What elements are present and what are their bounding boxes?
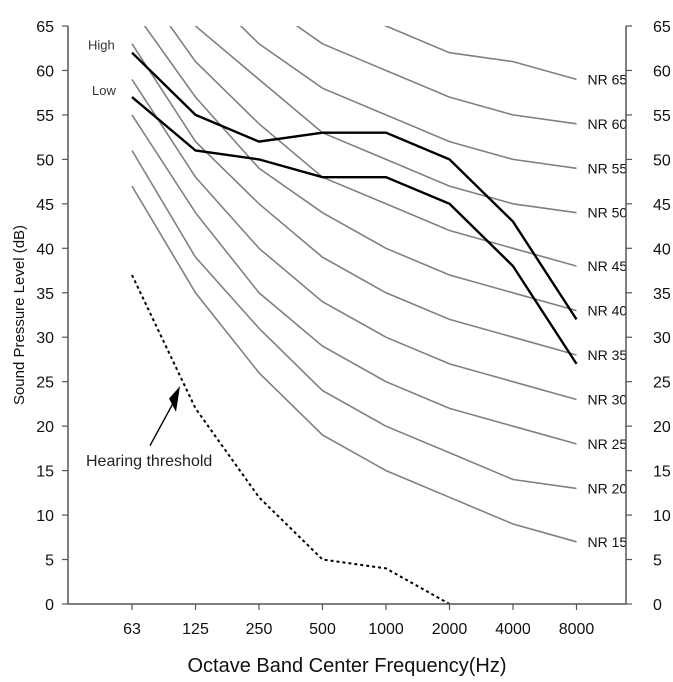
y-tick-label-left: 60 — [36, 63, 54, 80]
y-tick-label-right: 35 — [653, 286, 671, 303]
y-tick-label-right: 15 — [653, 464, 671, 481]
nr-label-nr-65: NR 65 — [588, 71, 628, 87]
nr-curve-nr-40 — [132, 8, 577, 310]
y-tick-label-right: 10 — [653, 508, 671, 525]
nr-label-nr-25: NR 25 — [588, 436, 628, 452]
x-tick-label-4000: 4000 — [495, 621, 531, 638]
series-label-high: High — [88, 38, 115, 53]
nr-label-nr-50: NR 50 — [588, 205, 628, 221]
y-tick-label-left: 0 — [45, 597, 54, 614]
x-tick-label-250: 250 — [246, 621, 273, 638]
y-tick-label-right: 65 — [653, 19, 671, 36]
y-tick-label-left: 40 — [36, 241, 54, 258]
series-line-high — [132, 53, 577, 320]
nr-curve-nr-30 — [132, 79, 577, 399]
nr-label-nr-60: NR 60 — [588, 116, 628, 132]
hearing-threshold-label: Hearing threshold — [86, 453, 212, 470]
y-tick-label-right: 45 — [653, 197, 671, 214]
nr-curve-nr-55 — [132, 0, 577, 168]
y-tick-label-left: 65 — [36, 19, 54, 36]
y-tick-label-right: 40 — [653, 241, 671, 258]
nr-label-nr-35: NR 35 — [588, 347, 628, 363]
x-tick-label-2000: 2000 — [432, 621, 468, 638]
y-tick-label-left: 35 — [36, 286, 54, 303]
nr-label-nr-40: NR 40 — [588, 303, 628, 319]
y-axis-title: Sound Pressure Level (dB) — [11, 225, 28, 405]
y-tick-label-right: 55 — [653, 108, 671, 125]
nr-label-nr-55: NR 55 — [588, 160, 628, 176]
y-tick-label-right: 50 — [653, 152, 671, 169]
nr-curve-nr-25 — [132, 115, 577, 444]
y-tick-label-left: 45 — [36, 197, 54, 214]
y-tick-label-left: 15 — [36, 464, 54, 481]
y-tick-label-right: 25 — [653, 375, 671, 392]
nr-label-nr-45: NR 45 — [588, 258, 628, 274]
y-tick-label-right: 60 — [653, 63, 671, 80]
nr-curve-nr-35 — [132, 44, 577, 355]
y-tick-label-left: 5 — [45, 553, 54, 570]
y-tick-label-right: 0 — [653, 597, 662, 614]
x-tick-label-125: 125 — [182, 621, 209, 638]
x-axis-title: Octave Band Center Frequency(Hz) — [187, 655, 506, 677]
nr-label-nr-30: NR 30 — [588, 391, 628, 407]
y-tick-label-left: 25 — [36, 375, 54, 392]
y-tick-label-left: 10 — [36, 508, 54, 525]
x-tick-label-500: 500 — [309, 621, 336, 638]
x-tick-label-63: 63 — [123, 621, 141, 638]
y-tick-label-right: 5 — [653, 553, 662, 570]
x-tick-label-8000: 8000 — [559, 621, 595, 638]
nr-curve-nr-65 — [132, 0, 577, 79]
x-tick-label-1000: 1000 — [368, 621, 404, 638]
y-tick-label-right: 30 — [653, 330, 671, 347]
y-tick-label-left: 20 — [36, 419, 54, 436]
series-label-low: Low — [92, 83, 116, 98]
nr-label-nr-15: NR 15 — [588, 534, 628, 550]
hearing-threshold-line — [132, 275, 450, 604]
y-tick-label-left: 30 — [36, 330, 54, 347]
y-tick-label-right: 20 — [653, 419, 671, 436]
y-tick-label-left: 55 — [36, 108, 54, 125]
nr-label-nr-20: NR 20 — [588, 480, 628, 496]
y-tick-label-left: 50 — [36, 152, 54, 169]
